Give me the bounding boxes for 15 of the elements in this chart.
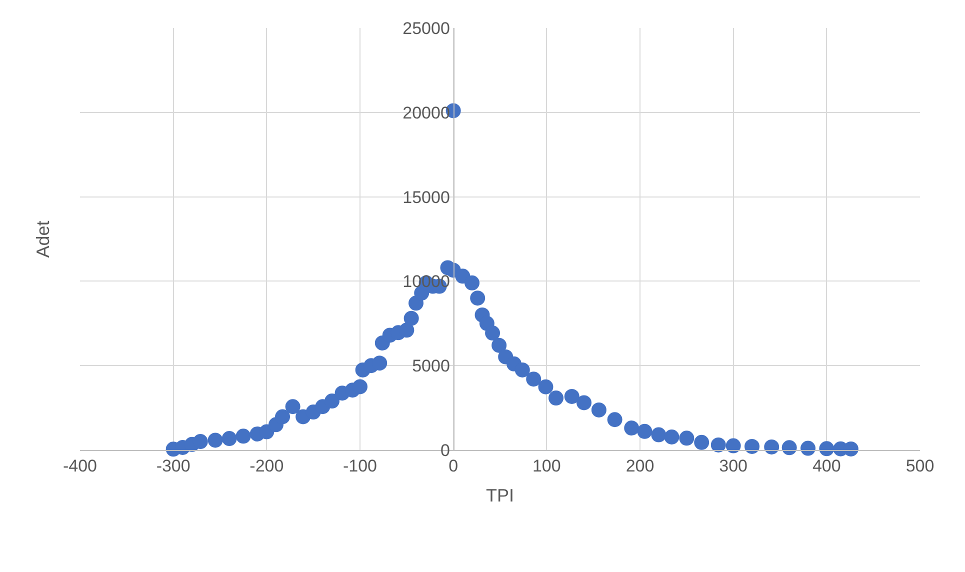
x-tick-label: 300 (719, 456, 748, 476)
x-tick-label: 400 (812, 456, 841, 476)
y-tick-label: 15000 (402, 188, 450, 207)
x-tick-label: -100 (342, 456, 378, 476)
y-tick-label: 0 (440, 440, 450, 460)
x-tick-label: -300 (156, 456, 190, 476)
x-axis-title: TPI (486, 486, 514, 506)
x-tick-label: 100 (532, 456, 561, 476)
y-axis-title: Adet (32, 220, 53, 258)
y-tick-label: 5000 (412, 356, 450, 376)
y-tick-label: 25000 (402, 18, 450, 38)
x-tick-label: 500 (906, 456, 934, 476)
x-tick-label: 200 (626, 456, 654, 476)
x-tick-label: -200 (250, 456, 284, 476)
x-tick-label: -400 (62, 456, 98, 476)
